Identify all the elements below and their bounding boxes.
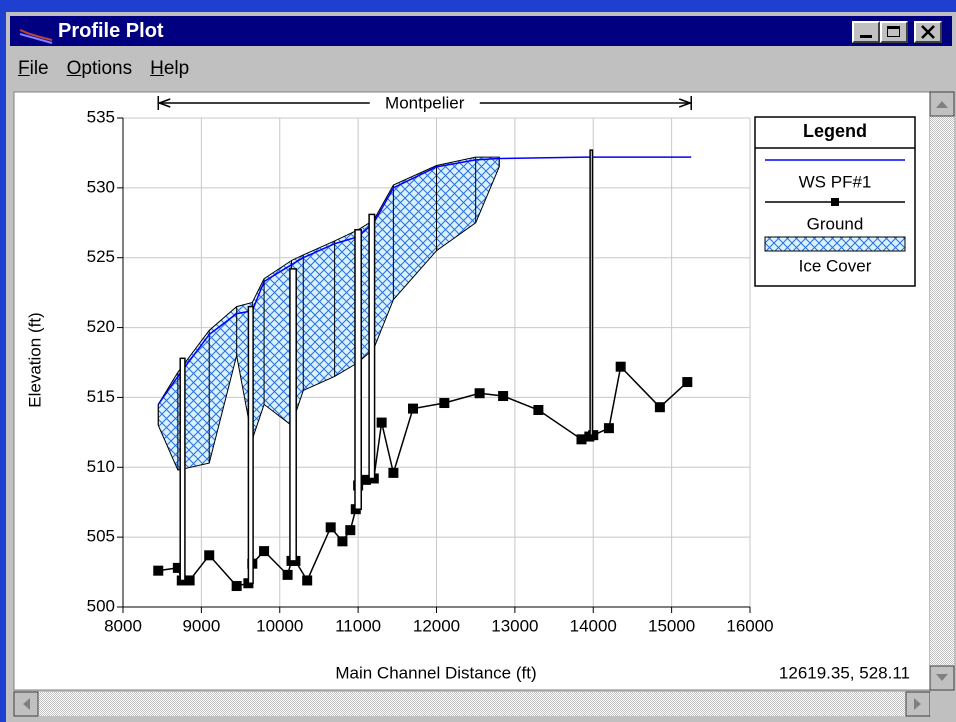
ground-point [259,546,270,557]
ground-point [231,581,242,592]
ground-point [603,423,614,434]
water-surface-line [157,156,692,405]
ground-point [302,575,313,586]
bridge-structure [368,213,376,480]
ground-point [615,361,626,372]
y-tick-label: 530 [87,177,115,196]
ground-point [153,565,164,576]
y-tick-label: 510 [87,457,115,476]
x-tick-label: 13000 [491,616,538,635]
title-bar: Profile Plot [10,16,952,46]
ground-point [184,575,195,586]
x-tick-label: 11000 [335,616,381,635]
ground-point [337,536,348,547]
app-icon [19,29,53,44]
legend-label: Ice Cover [799,256,872,275]
bridge-structure [354,229,363,510]
menu-item[interactable]: Help [150,58,190,79]
vertical-scrollbar[interactable] [930,92,954,690]
ground-point [439,398,450,409]
ground-point [654,402,665,413]
legend-marker [831,198,839,206]
legend-title: Legend [803,121,867,141]
ground-point [204,550,215,561]
x-tick-label: 16000 [726,616,773,635]
ground-point [407,403,418,414]
menu-item[interactable]: Options [66,58,133,79]
ground-point [388,467,399,478]
x-tick-label: 14000 [570,616,617,635]
annotation: Montpelier [385,93,465,112]
x-tick-label: 15000 [648,616,695,635]
y-tick-label: 505 [87,527,115,546]
y-tick-label: 515 [87,387,115,406]
y-tick-label: 520 [87,317,115,336]
bridge-structure [179,357,186,582]
ground-point [474,388,485,399]
legend-label: WS PF#1 [799,172,872,191]
x-tick-label: 12000 [413,616,460,635]
annotation-bg [369,93,480,113]
ground-point [576,434,587,445]
menu-item[interactable]: File [18,58,49,79]
ground-point [282,569,293,580]
legend-swatch [764,236,906,252]
arrowhead [678,98,693,108]
y-tick-label: 535 [87,107,115,126]
window-title: Profile Plot [58,20,164,42]
close-button[interactable] [914,21,942,43]
ground-point [172,562,183,573]
x-axis-label: Main Channel Distance (ft) [335,663,536,682]
ground-point [682,377,693,388]
bridge-structure [289,268,297,562]
x-tick-label: 10000 [256,616,303,635]
arrowhead [157,98,171,108]
ground-point [360,474,371,485]
bridge-structure [589,149,594,436]
y-tick-label: 525 [87,247,115,266]
ground-point [533,405,544,416]
cursor-coordinates: 12619.35, 528.11 [779,663,910,682]
x-tick-label: 8000 [104,616,142,635]
horizontal-scrollbar[interactable] [14,692,954,716]
ground-point [376,417,387,428]
y-axis-label: Elevation (ft) [25,312,44,407]
size-grip [930,692,954,716]
ground-point [345,525,356,536]
ground-point [588,430,599,441]
y-tick-label: 500 [87,596,115,615]
legend-label: Ground [807,214,864,233]
ground-point [498,391,509,402]
minimize-button[interactable] [852,21,880,43]
menu-bar: File Options Help [10,56,199,84]
x-tick-label: 9000 [182,616,220,635]
bridge-structure [247,305,254,584]
maximize-button[interactable] [880,21,908,43]
ground-point [325,522,336,533]
